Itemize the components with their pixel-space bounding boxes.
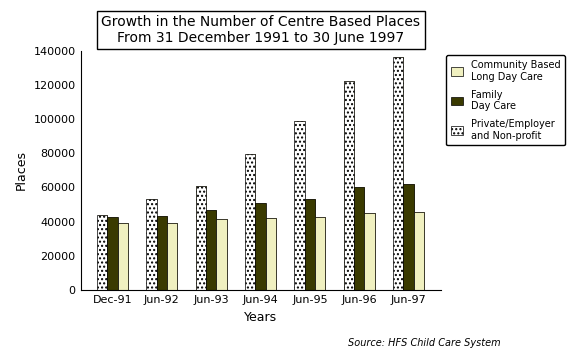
Bar — [404, 184, 414, 290]
Bar — [118, 223, 129, 290]
Bar — [316, 216, 326, 290]
Y-axis label: Places: Places — [15, 150, 28, 190]
Bar — [97, 215, 107, 290]
Bar — [245, 154, 255, 290]
X-axis label: Years: Years — [244, 311, 277, 324]
Bar — [107, 217, 118, 290]
Bar — [157, 216, 168, 290]
Title: Growth in the Number of Centre Based Places
From 31 December 1991 to 30 June 199: Growth in the Number of Centre Based Pla… — [102, 15, 420, 45]
Bar — [246, 154, 256, 290]
Bar — [394, 57, 404, 290]
Bar — [365, 213, 376, 290]
Bar — [355, 187, 365, 290]
Bar — [206, 210, 216, 290]
Bar — [118, 223, 128, 290]
Bar — [147, 199, 157, 290]
Bar — [404, 184, 415, 290]
Bar — [207, 210, 217, 290]
Legend: Community Based
Long Day Care, Family
Day Care, Private/Employer
and Non-profit: Community Based Long Day Care, Family Da… — [446, 55, 565, 146]
Bar — [354, 187, 364, 290]
Bar — [195, 186, 206, 290]
Bar — [255, 203, 266, 290]
Bar — [217, 219, 227, 290]
Bar — [256, 203, 266, 290]
Text: Source: HFS Child Care System: Source: HFS Child Care System — [348, 337, 501, 348]
Bar — [304, 199, 315, 290]
Bar — [266, 218, 277, 290]
Bar — [295, 121, 306, 290]
Bar — [295, 121, 304, 290]
Bar — [393, 57, 404, 290]
Bar — [216, 219, 227, 290]
Bar — [108, 217, 118, 290]
Bar — [197, 186, 207, 290]
Bar — [345, 81, 355, 290]
Bar — [157, 216, 167, 290]
Bar — [146, 199, 157, 290]
Bar — [306, 199, 316, 290]
Bar — [414, 212, 424, 290]
Bar — [415, 212, 425, 290]
Bar — [364, 213, 375, 290]
Bar — [97, 215, 108, 290]
Bar — [315, 216, 325, 290]
Bar — [266, 218, 276, 290]
Bar — [168, 223, 178, 290]
Bar — [167, 223, 177, 290]
Bar — [344, 81, 354, 290]
